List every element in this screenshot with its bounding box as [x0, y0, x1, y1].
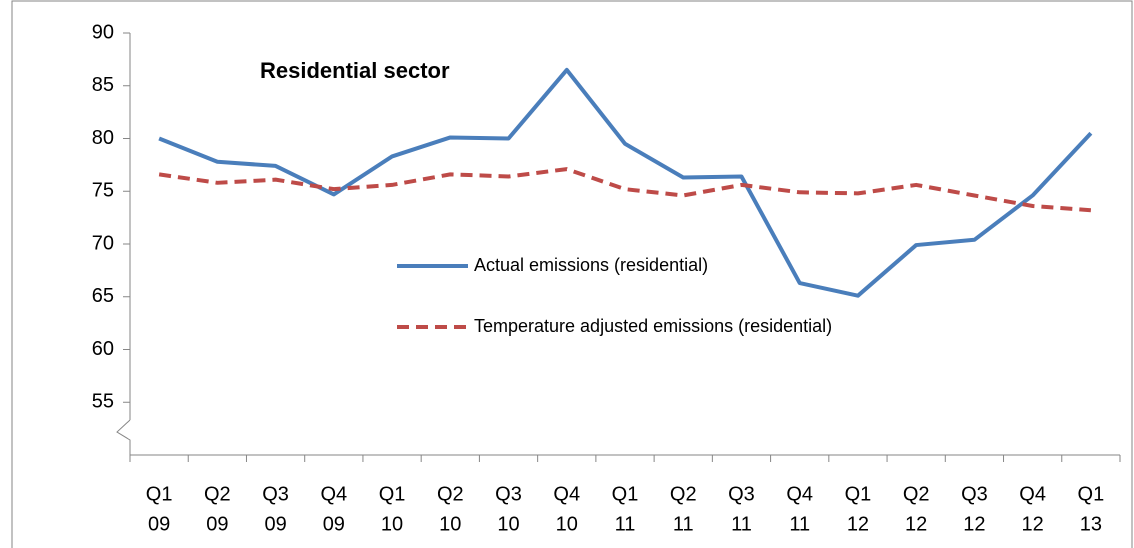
x-tick-label: Q4 [1019, 483, 1046, 505]
x-tick-label: Q3 [495, 483, 522, 505]
y-tick-label: 80 [92, 127, 114, 149]
x-tick-label: 12 [963, 513, 985, 535]
x-tick-label: Q2 [204, 483, 231, 505]
x-tick-label: 13 [1080, 513, 1102, 535]
x-tick-label: 10 [439, 513, 461, 535]
x-tick-label: 11 [615, 513, 636, 535]
chart-title: Residential sector [260, 58, 450, 83]
series-line [158, 167, 1092, 213]
x-tick-label: Q1 [612, 483, 639, 505]
x-tick-label: Q2 [903, 483, 930, 505]
x-tick-label: 12 [847, 513, 869, 535]
x-tick-label: 12 [1022, 513, 1044, 535]
legend-label: Temperature adjusted emissions (resident… [474, 316, 832, 336]
x-tick-label: 10 [556, 513, 578, 535]
y-tick-label: 55 [92, 391, 114, 413]
x-tick-label: Q3 [262, 483, 289, 505]
x-tick-label: 09 [264, 513, 286, 535]
x-tick-label: Q4 [320, 483, 347, 505]
x-tick-label: Q3 [961, 483, 988, 505]
x-tick-label: Q2 [437, 483, 464, 505]
x-tick-label: 09 [206, 513, 228, 535]
x-tick-label: Q4 [786, 483, 813, 505]
x-tick-label: 11 [731, 513, 752, 535]
x-tick-label: Q1 [1078, 483, 1105, 505]
y-tick-label: 75 [92, 180, 114, 202]
y-tick-label: 90 [92, 21, 114, 43]
y-tick-label: 70 [92, 232, 114, 254]
x-tick-label: Q1 [379, 483, 406, 505]
x-tick-label: Q2 [670, 483, 697, 505]
x-tick-label: Q1 [845, 483, 872, 505]
y-tick-label: 85 [92, 74, 114, 96]
x-tick-label: Q3 [728, 483, 755, 505]
x-tick-label: 10 [381, 513, 403, 535]
x-tick-label: Q1 [146, 483, 173, 505]
x-tick-label: 11 [673, 513, 694, 535]
y-tick-label: 60 [92, 338, 114, 360]
x-tick-label: 12 [905, 513, 927, 535]
x-tick-label: 11 [789, 513, 810, 535]
axis-break [116, 419, 131, 455]
legend-label: Actual emissions (residential) [474, 255, 708, 275]
chart-frame [11, 0, 1133, 548]
y-tick-label: 65 [92, 285, 114, 307]
x-tick-label: 10 [497, 513, 519, 535]
x-tick-label: 09 [148, 513, 170, 535]
x-tick-label: Q4 [553, 483, 580, 505]
x-tick-label: 09 [323, 513, 345, 535]
